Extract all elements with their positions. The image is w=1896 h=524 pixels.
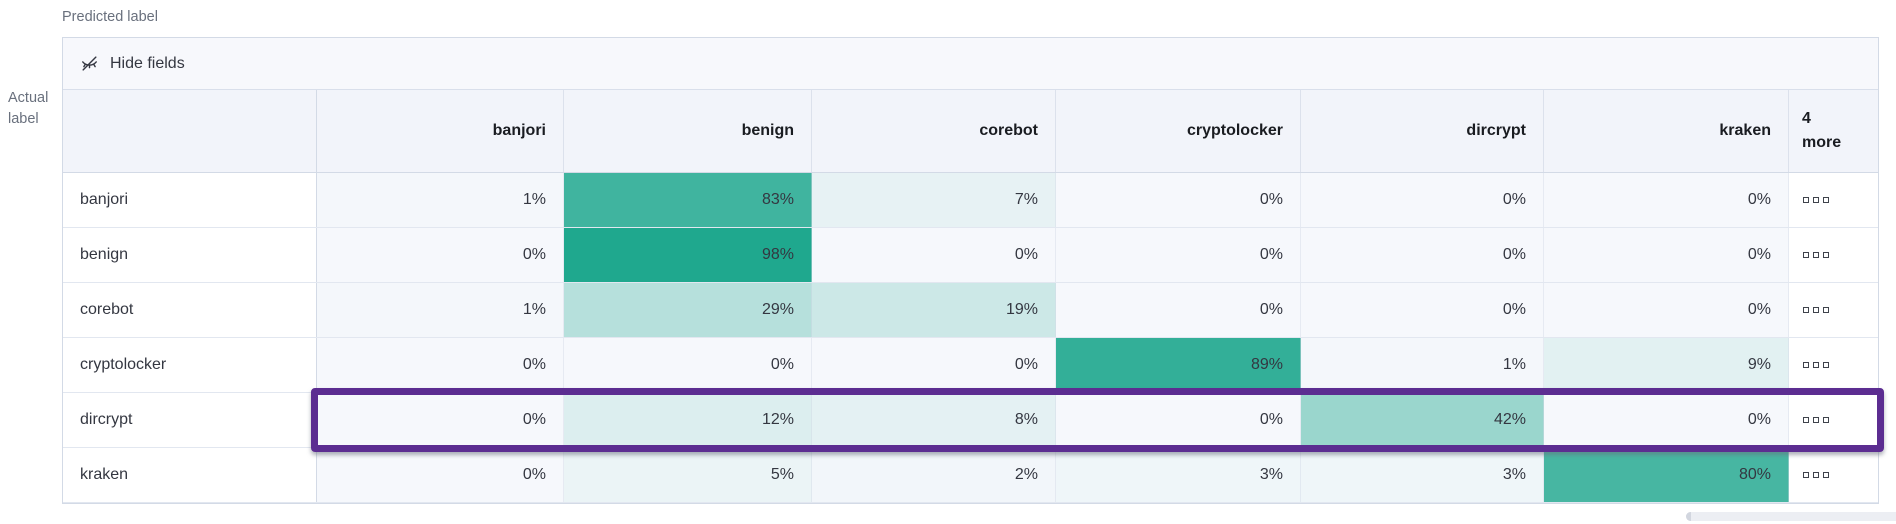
row-label: kraken: [63, 448, 317, 502]
column-header-cryptolocker[interactable]: cryptolocker: [1056, 90, 1301, 172]
cell-banjori-dircrypt[interactable]: 0%: [1301, 173, 1544, 227]
table-row-benign: benign 0% 98% 0% 0% 0% 0%: [63, 228, 1878, 283]
cell-kraken-dircrypt[interactable]: 3%: [1301, 448, 1544, 502]
cell-banjori-benign[interactable]: 83%: [564, 173, 812, 227]
hide-fields-label: Hide fields: [110, 54, 185, 72]
cell-dircrypt-cryptolocker[interactable]: 0%: [1056, 393, 1301, 447]
more-columns-button[interactable]: [1789, 173, 1878, 227]
column-header-benign[interactable]: benign: [564, 90, 812, 172]
more-columns-button[interactable]: [1789, 283, 1878, 337]
more-count: 4: [1802, 110, 1811, 127]
boxes-horizontal-icon: [1803, 362, 1829, 368]
cell-dircrypt-banjori[interactable]: 0%: [317, 393, 564, 447]
more-word: more: [1802, 134, 1842, 151]
cell-kraken-corebot[interactable]: 2%: [812, 448, 1056, 502]
eye-closed-icon: [80, 54, 99, 73]
cell-kraken-cryptolocker[interactable]: 3%: [1056, 448, 1301, 502]
more-columns-button[interactable]: [1789, 448, 1878, 502]
cell-benign-dircrypt[interactable]: 0%: [1301, 228, 1544, 282]
cell-corebot-corebot[interactable]: 19%: [812, 283, 1056, 337]
cell-banjori-banjori[interactable]: 1%: [317, 173, 564, 227]
more-columns-button[interactable]: [1789, 228, 1878, 282]
column-header-kraken[interactable]: kraken: [1544, 90, 1789, 172]
cell-kraken-banjori[interactable]: 0%: [317, 448, 564, 502]
cell-kraken-benign[interactable]: 5%: [564, 448, 812, 502]
cell-benign-cryptolocker[interactable]: 0%: [1056, 228, 1301, 282]
predicted-axis-label: Predicted label: [62, 9, 158, 25]
cell-kraken-kraken[interactable]: 80%: [1544, 448, 1789, 502]
row-label: banjori: [63, 173, 317, 227]
cell-benign-banjori[interactable]: 0%: [317, 228, 564, 282]
actual-axis-label-line2: label: [8, 111, 39, 127]
table-row-corebot: corebot 1% 29% 19% 0% 0% 0%: [63, 283, 1878, 338]
row-label: corebot: [63, 283, 317, 337]
column-header-dircrypt[interactable]: dircrypt: [1301, 90, 1544, 172]
cell-corebot-cryptolocker[interactable]: 0%: [1056, 283, 1301, 337]
cell-benign-kraken[interactable]: 0%: [1544, 228, 1789, 282]
table-row-cryptolocker: cryptolocker 0% 0% 0% 89% 1% 9%: [63, 338, 1878, 393]
actual-axis-label: Actual label: [8, 88, 62, 130]
cell-dircrypt-kraken[interactable]: 0%: [1544, 393, 1789, 447]
confusion-matrix-grid: Hide fields banjori benign corebot crypt…: [62, 37, 1884, 504]
table-row-kraken: kraken 0% 5% 2% 3% 3% 80%: [63, 448, 1878, 503]
cell-corebot-benign[interactable]: 29%: [564, 283, 812, 337]
cell-cryptolocker-benign[interactable]: 0%: [564, 338, 812, 392]
horizontal-scrollbar[interactable]: [1686, 512, 1896, 521]
column-header-more[interactable]: 4 more: [1789, 90, 1878, 172]
row-label: cryptolocker: [63, 338, 317, 392]
cell-dircrypt-dircrypt[interactable]: 42%: [1301, 393, 1544, 447]
cell-cryptolocker-banjori[interactable]: 0%: [317, 338, 564, 392]
more-columns-button[interactable]: [1789, 393, 1878, 447]
table-row-banjori: banjori 1% 83% 7% 0% 0% 0%: [63, 173, 1878, 228]
cell-corebot-banjori[interactable]: 1%: [317, 283, 564, 337]
cell-cryptolocker-kraken[interactable]: 9%: [1544, 338, 1789, 392]
more-columns-button[interactable]: [1789, 338, 1878, 392]
hide-fields-button[interactable]: Hide fields: [80, 54, 185, 73]
grid-header-row: banjori benign corebot cryptolocker dirc…: [63, 90, 1878, 173]
cell-corebot-dircrypt[interactable]: 0%: [1301, 283, 1544, 337]
cell-cryptolocker-dircrypt[interactable]: 1%: [1301, 338, 1544, 392]
boxes-horizontal-icon: [1803, 252, 1829, 258]
cell-benign-benign[interactable]: 98%: [564, 228, 812, 282]
cell-banjori-cryptolocker[interactable]: 0%: [1056, 173, 1301, 227]
column-header-banjori[interactable]: banjori: [317, 90, 564, 172]
table-row-dircrypt: dircrypt 0% 12% 8% 0% 42% 0%: [63, 393, 1878, 448]
boxes-horizontal-icon: [1803, 307, 1829, 313]
header-corner-cell: [63, 90, 317, 172]
row-label: dircrypt: [63, 393, 317, 447]
cell-corebot-kraken[interactable]: 0%: [1544, 283, 1789, 337]
column-header-corebot[interactable]: corebot: [812, 90, 1056, 172]
cell-dircrypt-benign[interactable]: 12%: [564, 393, 812, 447]
boxes-horizontal-icon: [1803, 472, 1829, 478]
boxes-horizontal-icon: [1803, 417, 1829, 423]
actual-axis-label-line1: Actual: [8, 90, 49, 106]
cell-banjori-kraken[interactable]: 0%: [1544, 173, 1789, 227]
cell-benign-corebot[interactable]: 0%: [812, 228, 1056, 282]
cell-cryptolocker-corebot[interactable]: 0%: [812, 338, 1056, 392]
cell-dircrypt-corebot[interactable]: 8%: [812, 393, 1056, 447]
grid-toolbar: Hide fields: [63, 38, 1878, 90]
row-label: benign: [63, 228, 317, 282]
cell-banjori-corebot[interactable]: 7%: [812, 173, 1056, 227]
cell-cryptolocker-cryptolocker[interactable]: 89%: [1056, 338, 1301, 392]
boxes-horizontal-icon: [1803, 197, 1829, 203]
